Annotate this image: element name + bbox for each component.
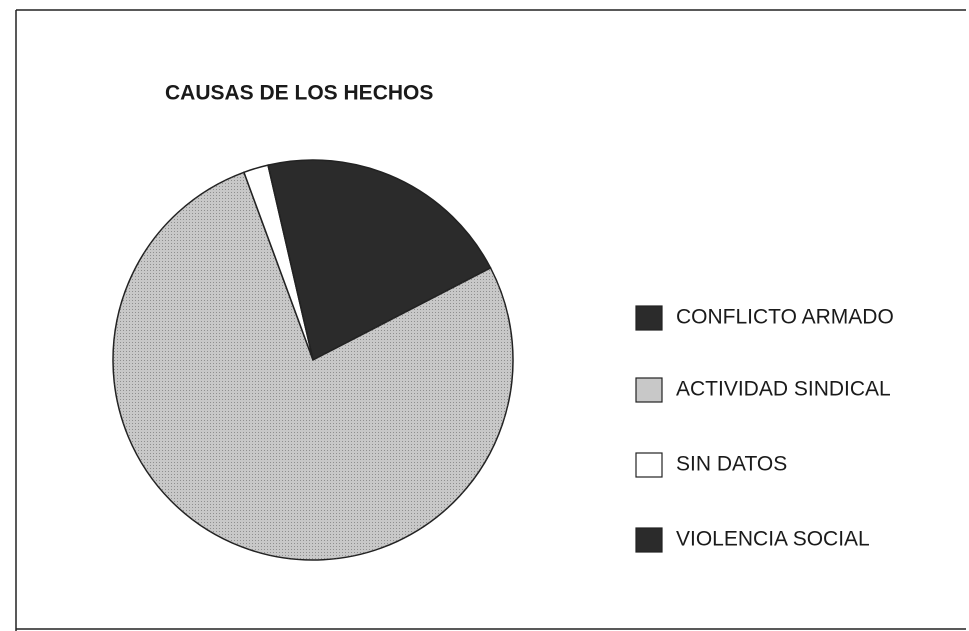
slice-texture <box>112 172 514 560</box>
legend-label: SIN DATOS <box>676 453 787 476</box>
legend-label: CONFLICTO ARMADO <box>676 306 894 329</box>
legend-swatch <box>635 377 663 403</box>
legend-swatch <box>635 305 663 331</box>
frame <box>15 9 966 631</box>
legend-label: ACTIVIDAD SINDICAL <box>676 378 891 401</box>
pie-slice <box>267 164 314 361</box>
legend-swatch <box>635 452 663 478</box>
pie-slice <box>267 159 492 362</box>
legend-label: VIOLENCIA SOCIAL <box>676 528 870 551</box>
legend-swatch <box>635 527 663 553</box>
chart-title: CAUSAS DE LOS HECHOS <box>165 82 433 105</box>
